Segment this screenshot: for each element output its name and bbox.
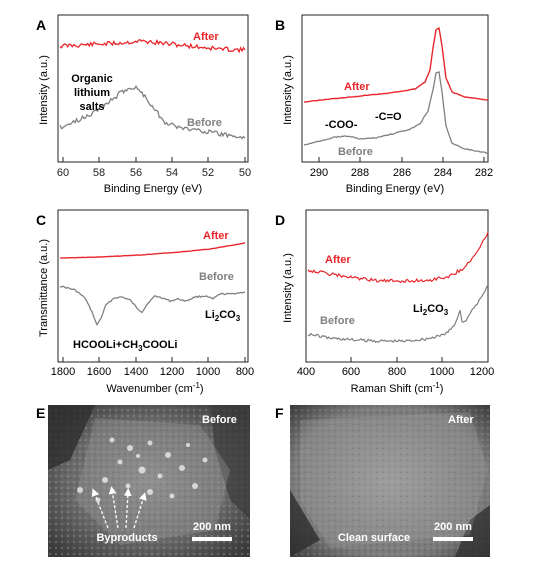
panel-letter-f: F xyxy=(275,405,284,421)
panel-a-xtick: 52 xyxy=(202,167,214,179)
panel-d-before-curve xyxy=(307,284,489,344)
panel-d-after-label: After xyxy=(325,254,351,266)
panel-b-xtick: 286 xyxy=(393,167,411,179)
panel-c-before-label: Before xyxy=(199,271,234,283)
panel-a-before-label: Before xyxy=(187,117,222,129)
panel-c-xlabel: Wavenumber (cm-1) xyxy=(106,381,203,395)
panel-c-after-label: After xyxy=(203,230,229,242)
panel-a-xlabel: Binding Energy (eV) xyxy=(104,183,202,195)
panel-d-xtick: 400 xyxy=(297,366,315,378)
panel-a-frame xyxy=(57,14,249,163)
panel-d: D 400 600 800 1000 1200 Raman Shift (cm-… xyxy=(275,209,494,395)
panel-b-xtick: 282 xyxy=(475,167,493,179)
panel-a-xtick: 56 xyxy=(130,167,142,179)
panel-e-tag: Before xyxy=(202,414,237,426)
panel-a-salts-label: lithium xyxy=(74,87,110,99)
panel-letter-d: D xyxy=(275,212,285,228)
panel-e-annotation: Byproducts xyxy=(96,532,157,544)
panel-b-before-label: Before xyxy=(338,146,373,158)
panel-f-scale-bar xyxy=(433,537,473,541)
panel-d-ylabel: Intensity (a.u.) xyxy=(282,253,294,323)
byproduct-particles xyxy=(77,437,208,503)
panel-f-scale-label: 200 nm xyxy=(434,521,472,533)
panel-letter-b: B xyxy=(275,17,285,33)
panel-c-frame xyxy=(57,209,249,363)
panel-c-xtick: 1000 xyxy=(196,366,220,378)
panel-c-before-curve xyxy=(59,285,246,326)
panel-c-ylabel: Transmittance (a.u.) xyxy=(38,239,50,337)
panel-d-xtick: 1200 xyxy=(470,366,494,378)
panel-f-annotation: Clean surface xyxy=(338,532,410,544)
panel-b-xtick: 284 xyxy=(434,167,452,179)
panel-b: B 290 288 286 284 282 Binding Energy (eV… xyxy=(275,14,493,195)
panel-d-xtick: 800 xyxy=(388,366,406,378)
panel-d-frame xyxy=(305,209,489,363)
panel-f: F After Clean surface 200 nm xyxy=(275,405,490,557)
panel-a-ticks xyxy=(62,157,246,162)
panel-c: C 1800 1600 1400 1200 1000 800 Wavenumbe… xyxy=(36,209,254,395)
panel-a-xtick: 60 xyxy=(57,167,69,179)
panel-b-after-label: After xyxy=(344,81,370,93)
panel-b-coo-label: -COO- xyxy=(325,119,358,131)
panel-a-after-label: After xyxy=(193,31,219,43)
byproduct-arrows xyxy=(91,486,147,529)
panel-d-xtick: 600 xyxy=(342,366,360,378)
panel-b-xtick: 288 xyxy=(351,167,369,179)
panel-letter-c: C xyxy=(36,212,46,228)
panel-c-li2co3-label: Li2CO3 xyxy=(205,309,241,323)
panel-e: E Before Byproducts 200 nm xyxy=(36,405,250,557)
panel-b-frame xyxy=(301,14,489,163)
panel-b-co-label: -C=O xyxy=(375,111,402,123)
panel-a: A 60 58 56 54 52 50 Binding Energy (eV) … xyxy=(36,14,251,195)
panel-b-after-curve xyxy=(303,27,489,103)
panel-d-xtick: 1000 xyxy=(430,366,454,378)
panel-a-xtick: 50 xyxy=(239,167,251,179)
panel-c-xtick: 1800 xyxy=(51,366,75,378)
panel-a-ylabel: Intensity (a.u.) xyxy=(38,55,50,125)
panel-b-ylabel: Intensity (a.u.) xyxy=(282,55,294,125)
panel-a-salts-label: Organic xyxy=(71,73,113,85)
panel-letter-e: E xyxy=(36,405,45,421)
panel-c-xtick: 1200 xyxy=(160,366,184,378)
panel-b-before-curve xyxy=(303,70,489,154)
panel-d-li2co3-label: Li2CO3 xyxy=(413,303,449,317)
panel-e-scale-bar xyxy=(192,537,232,541)
panel-d-after-curve xyxy=(307,231,489,284)
panel-b-xlabel: Binding Energy (eV) xyxy=(346,183,444,195)
panel-a-salts-label: salts xyxy=(79,101,104,113)
panel-c-xtick: 800 xyxy=(236,366,254,378)
panel-a-after-curve xyxy=(59,38,246,54)
panel-e-scale-label: 200 nm xyxy=(193,521,231,533)
panel-d-xlabel: Raman Shift (cm-1) xyxy=(351,381,444,395)
panel-c-xtick: 1600 xyxy=(87,366,111,378)
panel-a-xtick: 54 xyxy=(166,167,178,179)
panel-c-formate-label: HCOOLi+CH3COOLi xyxy=(73,339,177,353)
panel-a-before-curve xyxy=(59,85,246,140)
panel-letter-a: A xyxy=(36,17,46,33)
panel-d-before-label: Before xyxy=(320,315,355,327)
panel-c-after-curve xyxy=(60,242,246,259)
panel-c-xtick: 1400 xyxy=(124,366,148,378)
panel-a-xtick: 58 xyxy=(93,167,105,179)
panel-b-xtick: 290 xyxy=(310,167,328,179)
panel-f-tag: After xyxy=(448,414,474,426)
